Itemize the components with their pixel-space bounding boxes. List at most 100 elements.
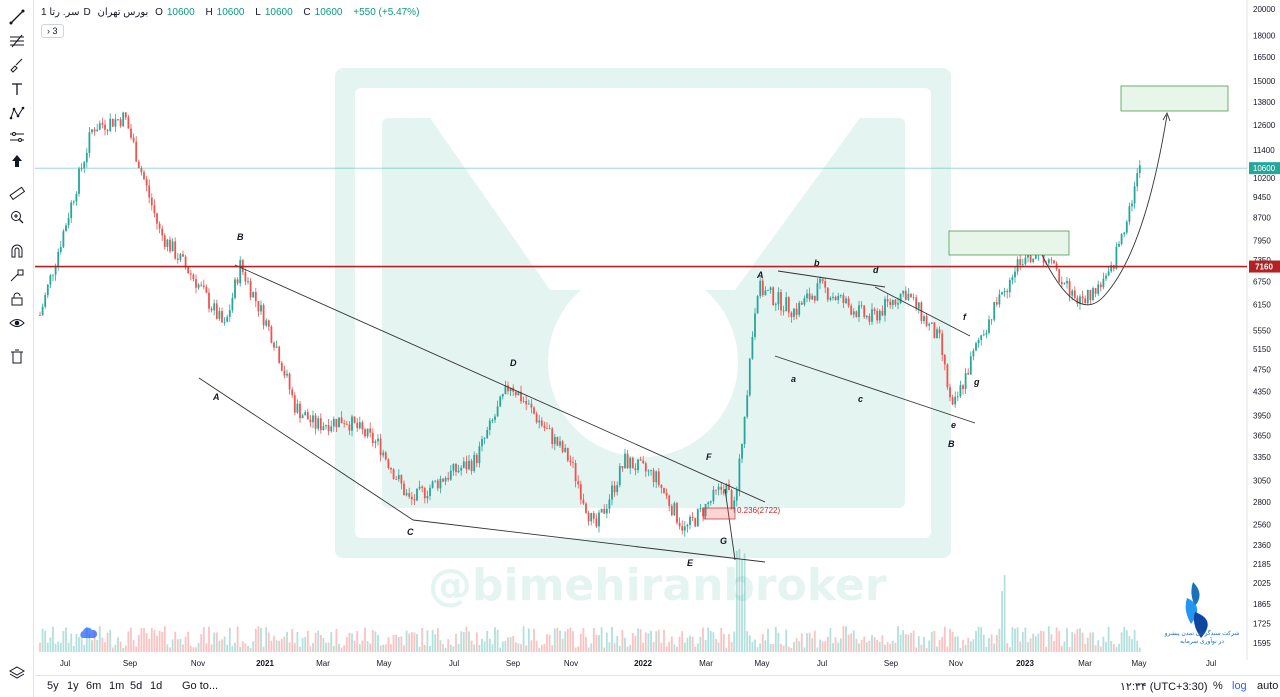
volume-bar xyxy=(855,638,858,652)
lock-drawing-icon[interactable] xyxy=(5,264,29,286)
y-tick-label: 3650 xyxy=(1253,431,1271,440)
candle-body xyxy=(634,468,637,471)
candle-body xyxy=(345,423,348,425)
range-5y[interactable]: 5y xyxy=(47,680,59,692)
candle-body xyxy=(299,403,301,419)
chart-area[interactable]: 1595 1725 1865 2025 2185 2360 2560 2800 3050 3350… xyxy=(35,0,1280,675)
lock-icon[interactable] xyxy=(5,288,29,310)
candle-body xyxy=(150,197,153,206)
text-icon[interactable] xyxy=(5,78,29,100)
drawings xyxy=(198,264,976,563)
volume-bar xyxy=(665,646,668,652)
indicator-toggle[interactable]: › 3 xyxy=(41,24,64,38)
candle-body xyxy=(410,496,413,500)
volume-bar xyxy=(863,636,866,652)
zoom-icon[interactable] xyxy=(5,206,29,228)
volume-bar xyxy=(598,635,600,652)
candle-body xyxy=(655,471,658,483)
candle-body xyxy=(1034,255,1037,259)
x-tick-label: Jul xyxy=(817,659,827,668)
candle-body xyxy=(1097,284,1100,294)
volume-bar xyxy=(241,641,244,652)
trash-icon[interactable] xyxy=(5,345,29,367)
candle-body xyxy=(715,489,717,491)
volume-bar xyxy=(925,647,928,652)
candle-body xyxy=(566,447,569,461)
volume-bar xyxy=(52,626,54,652)
volume-bar xyxy=(850,633,853,652)
volume-bar xyxy=(967,637,970,652)
volume-bar xyxy=(650,630,652,652)
range-6m[interactable]: 6m xyxy=(86,680,102,692)
layers-icon[interactable] xyxy=(5,662,29,684)
goto-button[interactable]: Go to... xyxy=(182,680,219,692)
y-tick-label: 16500 xyxy=(1253,53,1276,62)
candle-body xyxy=(969,356,972,375)
candle-body xyxy=(743,416,746,444)
range-5d[interactable]: 5d xyxy=(130,680,143,692)
candle-body xyxy=(733,500,736,509)
log-toggle[interactable]: log xyxy=(1232,680,1247,692)
legend-exchange: بورس تهران xyxy=(97,7,149,18)
range-1y[interactable]: 1y xyxy=(67,680,79,692)
candle-body xyxy=(1068,280,1071,296)
volume-bar xyxy=(790,647,793,652)
candle-body xyxy=(725,484,728,494)
legend-interval[interactable]: 1D xyxy=(41,7,91,18)
candle-body xyxy=(1058,269,1061,283)
time-display[interactable]: ۱۲:۳۴ (UTC+3:30) xyxy=(1120,681,1208,693)
price-chart[interactable]: 1595 1725 1865 2025 2185 2360 2560 2800 3050 3350… xyxy=(35,0,1280,675)
volume-bar xyxy=(574,647,577,652)
volume-bar xyxy=(761,633,764,652)
candle-body xyxy=(340,417,343,424)
candle-body xyxy=(1107,271,1110,276)
legend-symbol[interactable]: سر. رتا xyxy=(49,7,80,18)
candle-body xyxy=(1011,277,1014,281)
volume-bar xyxy=(104,642,106,652)
arrow-icon[interactable] xyxy=(5,150,29,172)
percent-toggle[interactable]: % xyxy=(1213,680,1223,692)
candle-body xyxy=(1102,278,1105,288)
candle-body xyxy=(382,452,385,456)
volume-bar xyxy=(930,631,933,652)
volume-bar xyxy=(468,631,470,652)
volume-bar xyxy=(1011,627,1014,652)
volume-bar xyxy=(291,628,294,652)
volume-bar xyxy=(751,641,754,652)
range-1m[interactable]: 1m xyxy=(109,680,125,692)
volume-bar xyxy=(72,646,75,652)
volume-bar xyxy=(210,644,213,652)
volume-bar xyxy=(132,640,135,652)
volume-bar xyxy=(1089,632,1092,652)
volume-bar xyxy=(200,634,203,652)
ruler-icon[interactable] xyxy=(5,182,29,204)
brush-icon[interactable] xyxy=(5,54,29,76)
volume-bar xyxy=(330,632,333,652)
volume-bar xyxy=(647,633,650,652)
volume-bar xyxy=(803,647,806,652)
pattern-icon[interactable] xyxy=(5,102,29,124)
volume-bar xyxy=(995,634,998,652)
fib-icon[interactable] xyxy=(5,30,29,52)
candle-body xyxy=(468,460,470,470)
candle-body xyxy=(1120,234,1123,244)
volume-bar xyxy=(150,627,153,652)
candle-body xyxy=(145,179,148,186)
candle-body xyxy=(507,385,509,392)
volume-bar xyxy=(962,639,964,652)
candle-body xyxy=(748,358,751,396)
candle-body xyxy=(460,467,463,471)
legend-close: C 10600 xyxy=(303,7,343,18)
measure-icon[interactable] xyxy=(5,126,29,148)
auto-toggle[interactable]: auto xyxy=(1257,680,1279,692)
magnet-icon[interactable] xyxy=(5,240,29,262)
candle-body xyxy=(1086,289,1089,304)
trendline-icon[interactable] xyxy=(5,6,29,28)
eye-icon[interactable] xyxy=(5,312,29,334)
y-tick-label: 20000 xyxy=(1253,5,1276,14)
candle-body xyxy=(262,305,265,326)
range-1d[interactable]: 1d xyxy=(150,680,163,692)
volume-bar xyxy=(579,634,582,652)
legend-change: +550 (+5.47%) xyxy=(353,7,420,18)
volume-bar xyxy=(39,642,41,652)
